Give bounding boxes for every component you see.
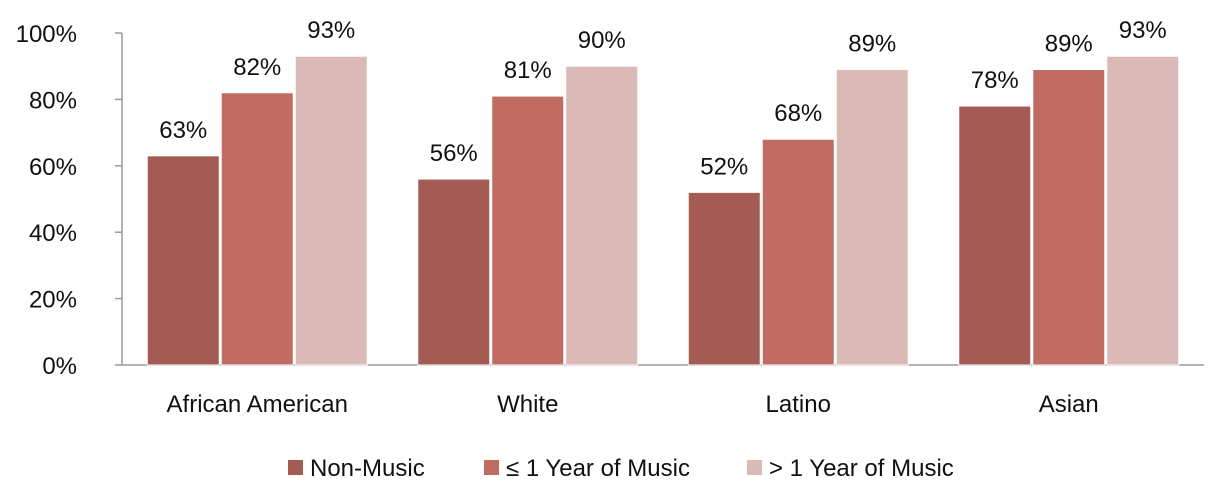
bar [491, 95, 565, 366]
bar [1032, 69, 1106, 366]
data-label: 93% [307, 17, 355, 44]
x-axis: African American White Latino Asian [122, 364, 1204, 418]
x-category-label: Asian [1039, 391, 1099, 418]
y-tick-label: 20% [29, 287, 77, 314]
bar [220, 92, 294, 366]
x-category-label: White [497, 391, 558, 418]
data-label: 89% [1045, 31, 1093, 58]
bar [687, 191, 761, 366]
bar [294, 55, 368, 366]
bar [146, 155, 220, 366]
data-label: 82% [233, 54, 281, 81]
x-category-label: Latino [766, 391, 831, 418]
x-category-label: African American [167, 391, 348, 418]
y-tick-label: 100% [16, 21, 77, 48]
data-label: 56% [430, 140, 478, 167]
y-tick-label: 40% [29, 220, 77, 247]
legend: Non-Music ≤ 1 Year of Music > 1 Year of Mu… [288, 455, 954, 482]
legend-label: > 1 Year of Music [769, 455, 954, 482]
data-labels: 63% 82% 93% 56% 81% 90% 52% 68% 89% 78% 89% 93% [159, 17, 1167, 180]
bar [835, 69, 909, 366]
data-label: 52% [700, 153, 748, 180]
y-tick-label: 80% [29, 87, 77, 114]
bar [565, 65, 639, 366]
bar [1106, 55, 1180, 366]
data-label: 90% [578, 27, 626, 54]
y-tick-label: 60% [29, 154, 77, 181]
data-label: 78% [971, 67, 1019, 94]
data-label: 63% [159, 117, 207, 144]
legend-swatch [484, 460, 499, 475]
bar [958, 105, 1032, 366]
data-label: 89% [848, 31, 896, 58]
legend-swatch [747, 460, 762, 475]
y-axis: 0% 20% 40% 60% 80% 100% [16, 21, 123, 380]
bar [761, 138, 835, 366]
data-label: 81% [504, 57, 552, 84]
data-label: 68% [774, 100, 822, 127]
legend-label: Non-Music [310, 455, 425, 482]
legend-swatch [288, 460, 303, 475]
data-label: 93% [1119, 17, 1167, 44]
legend-label: ≤ 1 Year of Music [506, 455, 690, 482]
y-tick-label: 0% [42, 353, 77, 380]
bar [417, 178, 491, 366]
bars [146, 55, 1180, 366]
